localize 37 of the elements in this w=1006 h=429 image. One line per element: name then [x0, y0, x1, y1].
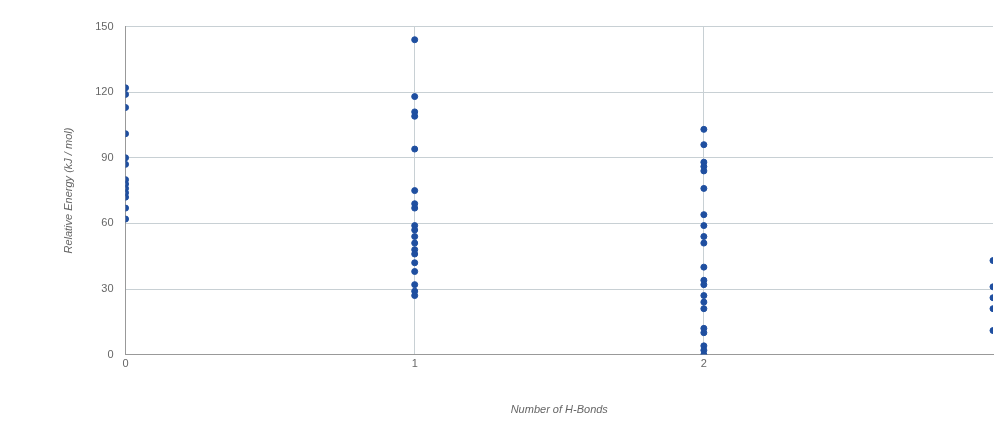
point	[411, 259, 419, 267]
point	[700, 125, 708, 133]
y-axis-title: Relative Energy (kJ / mol)	[61, 127, 74, 254]
x-tick-label: 0	[122, 357, 129, 370]
point	[700, 263, 708, 271]
point	[411, 36, 419, 44]
y-tick-label: 120	[95, 85, 114, 98]
x-axis-title: Number of H-Bonds	[510, 403, 609, 416]
point	[700, 305, 708, 313]
point	[411, 292, 419, 300]
point	[700, 222, 708, 230]
point	[411, 226, 419, 234]
point	[700, 184, 708, 192]
point	[411, 93, 419, 101]
point	[411, 187, 419, 195]
point	[700, 141, 708, 149]
y-tick-label: 60	[101, 216, 114, 229]
x-tick-label: 2	[700, 357, 707, 370]
point	[411, 250, 419, 258]
point	[700, 211, 708, 219]
point	[700, 292, 708, 300]
point	[411, 239, 419, 247]
point	[411, 233, 419, 241]
point	[411, 145, 419, 153]
point	[700, 298, 708, 306]
point	[700, 239, 708, 247]
point	[700, 233, 708, 241]
y-tick-label: 30	[101, 282, 114, 295]
point	[700, 281, 708, 289]
y-tick-label: 90	[101, 150, 114, 163]
point	[411, 268, 419, 276]
point	[700, 329, 708, 337]
point	[700, 167, 708, 175]
y-tick-label: 150	[95, 19, 114, 32]
y-tick-label: 0	[107, 347, 114, 360]
x-tick-label: 1	[411, 357, 418, 370]
point	[411, 281, 419, 289]
